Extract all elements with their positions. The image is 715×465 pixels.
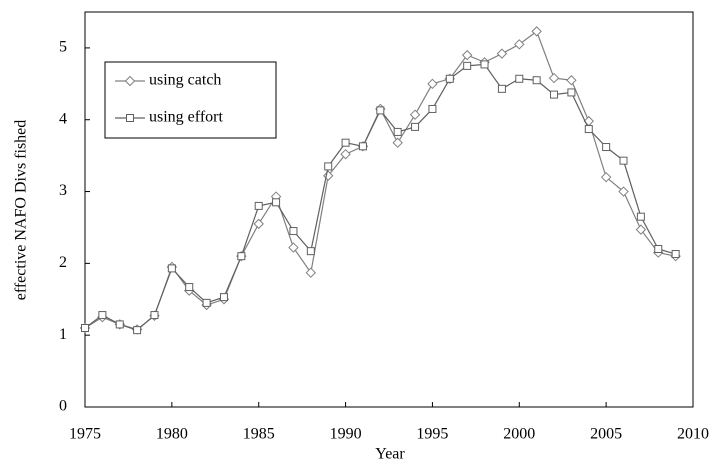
- marker: [428, 104, 437, 113]
- marker: [202, 298, 211, 307]
- marker: [635, 224, 647, 235]
- marker: [550, 90, 559, 99]
- marker: [254, 201, 263, 210]
- x-tick-label: 1985: [243, 426, 275, 443]
- marker: [584, 125, 593, 134]
- marker: [427, 78, 438, 90]
- y-axis-label: effective NAFO Divs fished: [13, 120, 30, 301]
- marker: [126, 114, 134, 122]
- marker: [619, 156, 628, 165]
- marker: [532, 76, 541, 85]
- marker: [636, 212, 645, 221]
- marker: [618, 186, 629, 197]
- y-tick-label: 5: [59, 39, 67, 56]
- x-tick-label: 2010: [677, 426, 709, 443]
- x-tick-label: 2005: [590, 426, 622, 443]
- marker: [480, 60, 489, 69]
- marker: [219, 293, 228, 302]
- marker: [411, 122, 420, 131]
- x-tick-label: 1980: [156, 426, 188, 443]
- y-tick-label: 2: [59, 254, 67, 271]
- marker: [150, 311, 159, 320]
- marker: [496, 48, 508, 59]
- legend-label: using effort: [149, 109, 223, 126]
- legend-label: using catch: [149, 72, 221, 89]
- marker: [272, 198, 281, 207]
- x-tick-label: 1995: [416, 426, 448, 443]
- marker: [515, 74, 524, 83]
- y-tick-label: 4: [59, 110, 67, 127]
- marker: [324, 162, 333, 171]
- marker: [358, 142, 367, 151]
- marker: [567, 88, 576, 97]
- marker: [81, 324, 89, 332]
- x-tick-label: 1990: [330, 426, 362, 443]
- marker: [461, 49, 473, 61]
- marker: [237, 252, 246, 261]
- marker: [305, 267, 317, 278]
- marker: [289, 227, 298, 236]
- marker: [185, 283, 194, 292]
- marker: [376, 106, 385, 115]
- y-tick-label: 3: [59, 182, 67, 199]
- marker: [288, 242, 299, 253]
- marker: [548, 72, 560, 84]
- marker: [98, 311, 107, 320]
- marker: [340, 148, 351, 160]
- marker: [306, 247, 315, 256]
- marker: [409, 109, 421, 120]
- marker: [463, 61, 472, 70]
- marker: [531, 26, 542, 37]
- marker: [115, 320, 124, 329]
- marker: [497, 84, 506, 93]
- y-tick-label: 0: [59, 398, 67, 415]
- marker: [566, 75, 577, 86]
- marker: [167, 264, 176, 273]
- marker: [600, 171, 612, 183]
- marker: [671, 250, 680, 259]
- marker: [392, 137, 403, 148]
- marker: [341, 138, 350, 147]
- marker: [445, 74, 454, 83]
- legend-box: [104, 61, 277, 139]
- marker: [654, 245, 663, 253]
- marker: [253, 218, 264, 230]
- marker: [124, 75, 136, 87]
- plot-frame: [84, 11, 694, 408]
- x-tick-label: 2000: [503, 426, 535, 443]
- y-tick-label: 1: [59, 326, 67, 343]
- marker: [393, 127, 402, 136]
- marker: [133, 326, 142, 335]
- marker: [514, 39, 525, 50]
- x-tick-label: 1975: [69, 426, 101, 443]
- x-axis-label: Year: [375, 446, 405, 463]
- marker: [602, 143, 611, 152]
